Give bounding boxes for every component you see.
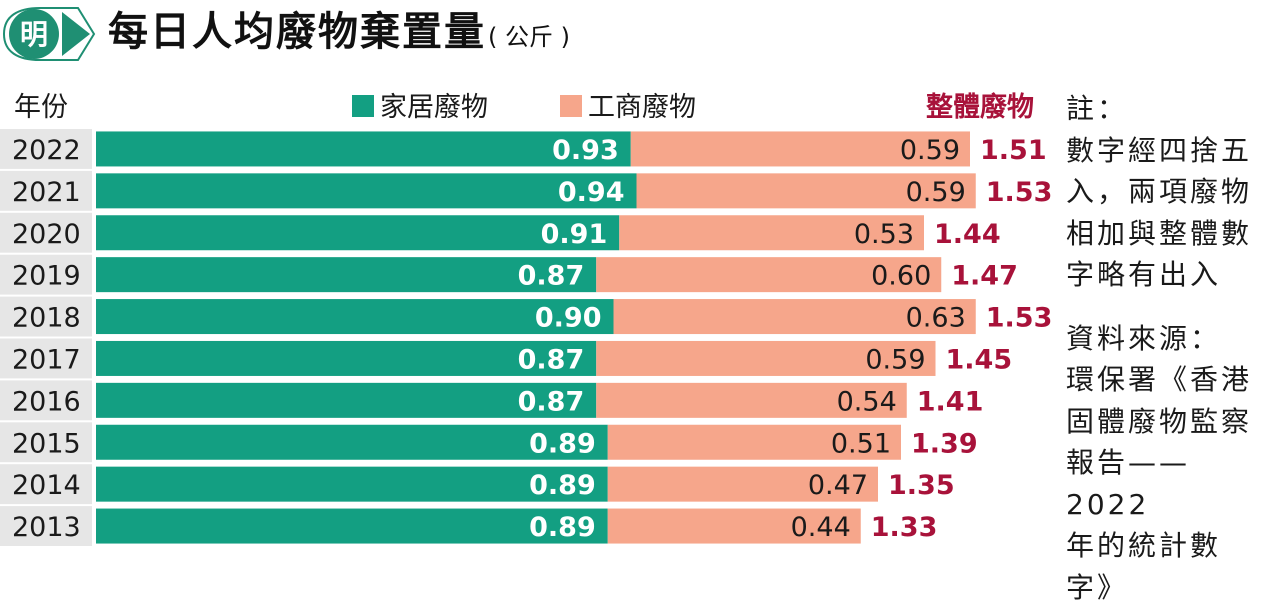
bar-commercial	[619, 215, 924, 251]
value-label-household: 0.87	[518, 386, 585, 417]
title-area: 每日人均廢物棄置量 ( 公斤 )	[108, 2, 570, 62]
bar-household	[96, 424, 608, 460]
year-label: 2021	[12, 177, 81, 208]
note-heading: 註：	[1066, 92, 1129, 125]
legend-swatch-household	[352, 95, 374, 117]
legend-label-household: 家居廢物	[380, 92, 488, 123]
year-label: 2020	[12, 219, 81, 250]
value-label-total: 1.41	[917, 386, 984, 417]
bar-commercial	[596, 257, 942, 293]
value-label-commercial: 0.60	[871, 261, 931, 292]
value-label-total: 1.53	[986, 303, 1053, 334]
value-label-commercial: 0.53	[854, 219, 914, 250]
year-cell	[0, 506, 92, 546]
source-heading: 資料來源：	[1066, 321, 1222, 355]
year-label: 2014	[12, 470, 81, 501]
value-label-commercial: 0.44	[791, 512, 851, 543]
bar-household	[96, 466, 608, 502]
value-label-commercial: 0.51	[831, 428, 891, 459]
bar-household	[96, 382, 597, 418]
bar-household	[96, 257, 597, 293]
value-label-total: 1.44	[934, 219, 1001, 250]
year-cell	[0, 129, 92, 169]
value-label-commercial: 0.63	[906, 303, 966, 334]
bar-household	[96, 131, 631, 167]
value-label-commercial: 0.59	[906, 177, 966, 208]
value-label-total: 1.33	[871, 512, 938, 543]
year-cell	[0, 422, 92, 463]
value-label-commercial: 0.59	[865, 344, 925, 375]
year-cell	[0, 296, 92, 337]
bar-commercial	[607, 424, 901, 460]
year-label: 2018	[12, 303, 81, 334]
year-label: 2013	[12, 512, 81, 543]
value-label-total: 1.45	[946, 344, 1013, 375]
year-cell	[0, 464, 92, 505]
value-label-household: 0.91	[541, 219, 608, 250]
year-label: 2022	[12, 135, 81, 166]
bar-commercial	[607, 508, 861, 544]
category-header: 年份	[14, 92, 68, 123]
note-body: 數字經四捨五 入，兩項廢物 相加與整體數 字略有出入	[1066, 133, 1253, 292]
value-label-household: 0.87	[518, 261, 585, 292]
chart-title: 每日人均廢物棄置量	[108, 9, 486, 55]
value-label-commercial: 0.47	[808, 470, 868, 501]
bar-commercial	[607, 466, 878, 502]
value-label-household: 0.89	[529, 512, 596, 543]
year-cell	[0, 380, 92, 421]
value-label-total: 1.51	[980, 135, 1047, 166]
bar-household	[96, 215, 620, 251]
note-panel: 註： 數字經四捨五 入，兩項廢物 相加與整體數 字略有出入 資料來源： 環保署《…	[1066, 88, 1271, 608]
bar-household	[96, 508, 608, 544]
legend-swatch-commercial	[560, 95, 582, 117]
ming-pao-logo: 明	[2, 7, 96, 61]
year-label: 2017	[12, 344, 81, 375]
bar-commercial	[596, 382, 907, 418]
value-label-household: 0.89	[529, 428, 596, 459]
bar-household	[96, 173, 637, 209]
year-cell	[0, 212, 92, 253]
value-label-household: 0.93	[552, 135, 619, 166]
bar-commercial	[613, 299, 976, 335]
bar-commercial	[636, 173, 976, 209]
value-label-household: 0.87	[518, 344, 585, 375]
source-body: 環保署《香港 固體廢物監察 報告——2022 年的統計數 字》	[1066, 363, 1253, 604]
year-cell	[0, 254, 92, 295]
bar-commercial	[596, 340, 936, 376]
logo-badge-circle	[9, 9, 59, 59]
year-label: 2015	[12, 428, 81, 459]
logo-badge-text: 明	[20, 18, 48, 51]
bar-commercial	[630, 131, 970, 167]
bar-household	[96, 299, 614, 335]
value-label-total: 1.39	[911, 428, 978, 459]
legend-label-total: 整體廢物	[926, 91, 1034, 123]
value-label-household: 0.89	[529, 470, 596, 501]
value-label-commercial: 0.59	[900, 135, 960, 166]
legend-label-commercial: 工商廢物	[588, 92, 696, 123]
year-label: 2016	[12, 386, 81, 417]
value-label-total: 1.35	[888, 470, 955, 501]
bar-household	[96, 340, 597, 376]
stacked-bar-chart: 年份 家居廢物 工商廢物 整體廢物 2022 0.93 0.59 1.51 2021 0.94 0.…	[0, 91, 1053, 546]
value-label-total: 1.53	[986, 177, 1053, 208]
value-label-total: 1.47	[951, 261, 1018, 292]
year-label: 2019	[12, 261, 81, 292]
year-cell	[0, 170, 92, 211]
value-label-commercial: 0.54	[837, 386, 897, 417]
value-label-household: 0.90	[535, 303, 602, 334]
value-label-household: 0.94	[558, 177, 625, 208]
chart-unit: ( 公斤 )	[488, 23, 570, 51]
year-cell	[0, 338, 92, 379]
